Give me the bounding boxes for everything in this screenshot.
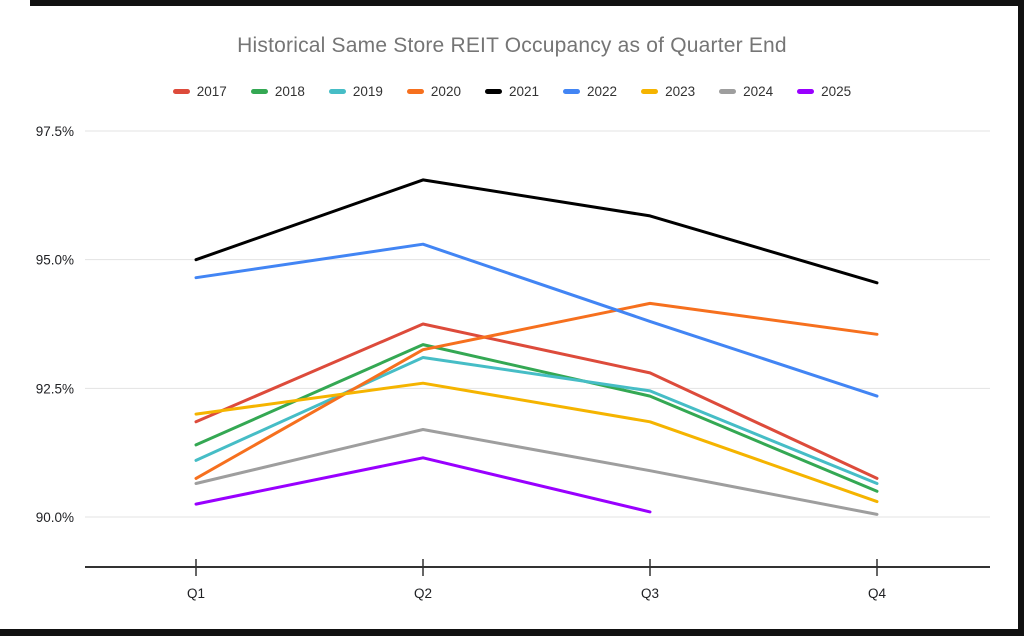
legend-swatch-2023 xyxy=(641,89,659,94)
x-tick-label: Q4 xyxy=(868,586,887,601)
legend-item-2025: 2025 xyxy=(797,84,851,99)
series-line-2025 xyxy=(194,456,652,514)
legend-item-2017: 2017 xyxy=(172,84,227,99)
legend-label: 2020 xyxy=(430,84,461,99)
window-border-bottom xyxy=(0,629,1024,636)
chart-legend: 2017 2018 2019 2020 2021 2022 2023 2024 2025 xyxy=(0,84,1024,99)
legend-swatch-2019 xyxy=(328,89,346,94)
x-tick-label: Q3 xyxy=(641,586,659,601)
legend-label: 2023 xyxy=(665,84,696,99)
legend-label: 2021 xyxy=(508,84,540,99)
legend-item-2018: 2018 xyxy=(250,84,305,99)
legend-swatch-2021 xyxy=(484,89,502,94)
y-tick-label: 97.5% xyxy=(36,124,74,139)
window-border-top xyxy=(30,0,1024,6)
series-line-2020 xyxy=(194,301,879,480)
chart-title: Historical Same Store REIT Occupancy as … xyxy=(237,34,787,57)
x-tick-label: Q1 xyxy=(187,586,205,601)
x-tick-label: Q2 xyxy=(414,586,432,601)
legend-swatch-2018 xyxy=(250,89,268,94)
legend-item-2020: 2020 xyxy=(406,84,461,99)
series-line-2017 xyxy=(194,322,879,480)
y-tick-label: 95.0% xyxy=(36,253,74,268)
legend-label: 2017 xyxy=(196,84,227,99)
legend-swatch-2020 xyxy=(406,89,424,94)
legend-label: 2018 xyxy=(274,84,305,99)
series-line-2022 xyxy=(194,242,879,398)
legend-label: 2025 xyxy=(821,84,852,99)
series-line-2024 xyxy=(194,428,879,516)
legend-swatch-2024 xyxy=(719,89,737,94)
series-line-2018 xyxy=(194,343,879,493)
legend-label: 2024 xyxy=(743,84,774,99)
y-tick-label: 92.5% xyxy=(36,381,74,396)
legend-label: 2019 xyxy=(352,84,383,99)
legend-item-2022: 2022 xyxy=(563,84,617,99)
legend-swatch-2025 xyxy=(797,89,815,94)
legend-label: 2022 xyxy=(587,84,618,99)
legend-swatch-2017 xyxy=(172,89,190,94)
legend-item-2021: 2021 xyxy=(484,84,540,99)
series-line-2019 xyxy=(194,356,879,485)
series-line-2023 xyxy=(194,381,879,504)
series-line-2021 xyxy=(194,178,879,285)
window-border-right xyxy=(1018,0,1024,636)
y-tick-label: 90.0% xyxy=(36,510,74,525)
legend-swatch-2022 xyxy=(563,89,581,94)
legend-item-2024: 2024 xyxy=(719,84,773,99)
legend-item-2023: 2023 xyxy=(641,84,695,99)
legend-item-2019: 2019 xyxy=(328,84,383,99)
